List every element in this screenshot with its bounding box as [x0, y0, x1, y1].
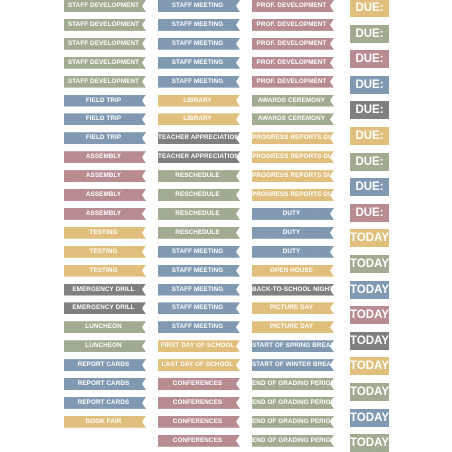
flag-sticker: ASSEMBLY: [64, 189, 146, 201]
flag-sticker: REPORT CARDS: [64, 397, 146, 409]
flag-sticker: AWARDS CEREMONY: [252, 113, 334, 125]
flag-sticker: DUTY: [252, 208, 334, 220]
flag-sticker: END OF GRADING PERIOD: [252, 397, 334, 409]
today-sticker: TODAY: [350, 229, 389, 248]
flag-sticker: OPEN HOUSE: [252, 265, 334, 277]
today-sticker: TODAY: [350, 306, 389, 325]
today-sticker: TODAY: [350, 357, 389, 376]
due-sticker: DUE:: [350, 178, 389, 197]
flag-sticker: REPORT CARDS: [64, 378, 146, 390]
flag-sticker: EMERGENCY DRILL: [64, 302, 146, 314]
flag-sticker: END OF GRADING PERIOD: [252, 435, 334, 447]
flag-sticker: ASSEMBLY: [64, 208, 146, 220]
flag-sticker: PROF. DEVELOPMENT: [252, 57, 334, 69]
flag-sticker: BACK-TO-SCHOOL NIGHT: [252, 284, 334, 296]
flag-sticker: CONFERENCES: [158, 378, 240, 390]
flag-sticker: PROGRESS REPORTS DUE: [252, 151, 334, 163]
today-sticker: TODAY: [350, 408, 389, 427]
flag-sticker: DUTY: [252, 246, 334, 258]
flag-sticker: PROGRESS REPORTS DUE: [252, 189, 334, 201]
flag-sticker: DUTY: [252, 227, 334, 239]
flag-sticker: PICTURE DAY: [252, 302, 334, 314]
flag-sticker: PROF. DEVELOPMENT: [252, 0, 334, 12]
due-sticker: DUE:: [350, 75, 389, 94]
flag-sticker: ASSEMBLY: [64, 151, 146, 163]
flag-sticker: STAFF MEETING: [158, 246, 240, 258]
flag-sticker: STAFF DEVELOPMENT: [64, 57, 146, 69]
flag-sticker: STAFF MEETING: [158, 76, 240, 88]
flag-sticker: RESCHEDULE: [158, 227, 240, 239]
flag-sticker: ASSEMBLY: [64, 170, 146, 182]
flag-sticker: LUNCHEON: [64, 340, 146, 352]
today-sticker: TODAY: [350, 434, 389, 452]
flag-sticker: STAFF MEETING: [158, 265, 240, 277]
due-sticker: DUE:: [350, 101, 389, 120]
flag-sticker: CONFERENCES: [158, 397, 240, 409]
flag-sticker: FIELD TRIP: [64, 113, 146, 125]
flag-sticker: CONFERENCES: [158, 416, 240, 428]
due-sticker: DUE:: [350, 24, 389, 43]
today-sticker: TODAY: [350, 280, 389, 299]
due-sticker: DUE:: [350, 0, 389, 17]
flag-sticker: STAFF MEETING: [158, 302, 240, 314]
flag-sticker: PROGRESS REPORTS DUE: [252, 170, 334, 182]
flag-sticker: LIBRARY: [158, 95, 240, 107]
flag-sticker: PICTURE DAY: [252, 321, 334, 333]
today-sticker: TODAY: [350, 383, 389, 401]
flag-sticker: TEACHER APPRECIATION: [158, 151, 240, 163]
flag-sticker: RESCHEDULE: [158, 208, 240, 220]
flag-sticker: FIELD TRIP: [64, 132, 146, 144]
flag-sticker: EMERGENCY DRILL: [64, 284, 146, 296]
flag-sticker: STAFF MEETING: [158, 321, 240, 333]
flag-sticker: PROF. DEVELOPMENT: [252, 38, 334, 50]
flag-sticker: FIRST DAY OF SCHOOL: [158, 340, 240, 352]
due-sticker: DUE:: [350, 127, 389, 145]
flag-sticker: STAFF DEVELOPMENT: [64, 38, 146, 50]
flag-sticker: STAFF MEETING: [158, 38, 240, 50]
flag-sticker: STAFF MEETING: [158, 19, 240, 31]
flag-sticker: START OF WINTER BREAK: [252, 359, 334, 371]
flag-sticker: START OF SPRING BREAK: [252, 340, 334, 352]
flag-sticker: PROGRESS REPORTS DUE: [252, 132, 334, 144]
flag-sticker: STAFF MEETING: [158, 57, 240, 69]
flag-sticker: TESTING: [64, 227, 146, 239]
flag-sticker: TESTING: [64, 265, 146, 277]
flag-sticker: PROF. DEVELOPMENT: [252, 76, 334, 88]
flag-sticker: LIBRARY: [158, 113, 240, 125]
today-sticker: TODAY: [350, 255, 389, 273]
flag-sticker: TESTING: [64, 246, 146, 258]
flag-sticker: STAFF DEVELOPMENT: [64, 0, 146, 12]
flag-sticker: STAFF MEETING: [158, 284, 240, 296]
flag-sticker: CONFERENCES: [158, 435, 240, 447]
due-sticker: DUE:: [350, 50, 389, 69]
flag-sticker: BOOK FAIR: [64, 416, 146, 428]
flag-sticker: END OF GRADING PERIOD: [252, 378, 334, 390]
flag-sticker: RESCHEDULE: [158, 170, 240, 182]
flag-sticker: STAFF MEETING: [158, 0, 240, 12]
flag-sticker: TEACHER APPRECIATION: [158, 132, 240, 144]
flag-sticker: STAFF DEVELOPMENT: [64, 76, 146, 88]
due-sticker: DUE:: [350, 152, 389, 171]
flag-sticker: STAFF DEVELOPMENT: [64, 19, 146, 31]
flag-sticker: RESCHEDULE: [158, 189, 240, 201]
flag-sticker: LAST DAY OF SCHOOL: [158, 359, 240, 371]
flag-sticker: LUNCHEON: [64, 321, 146, 333]
flag-sticker: AWARDS CEREMONY: [252, 95, 334, 107]
flag-sticker: FIELD TRIP: [64, 95, 146, 107]
flag-sticker: REPORT CARDS: [64, 359, 146, 371]
due-sticker: DUE:: [350, 203, 389, 222]
flag-sticker: END OF GRADING PERIOD: [252, 416, 334, 428]
today-sticker: TODAY: [350, 331, 389, 350]
flag-sticker: PROF. DEVELOPMENT: [252, 19, 334, 31]
